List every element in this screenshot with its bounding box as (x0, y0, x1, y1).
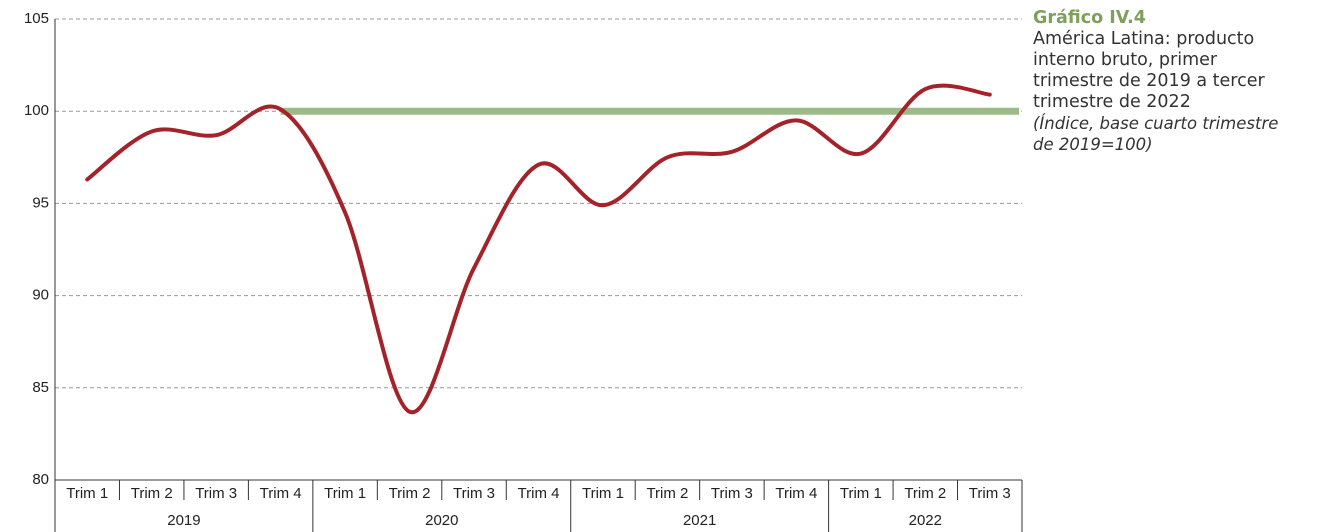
y-tick-label: 100 (24, 102, 49, 119)
y-tick-label: 80 (32, 471, 49, 488)
x-tick-label: Trim 2 (904, 485, 946, 502)
x-tick-label: Trim 4 (518, 485, 560, 502)
data-line (85, 83, 992, 414)
x-group-label: 2019 (167, 512, 200, 529)
y-tick-label: 85 (32, 379, 49, 396)
x-tick-label: Trim 3 (453, 485, 495, 502)
x-group-label: 2021 (683, 512, 716, 529)
x-tick-label: Trim 2 (646, 485, 688, 502)
side-text: Gráfico IV.4 América Latina: producto in… (1033, 8, 1295, 155)
x-tick-label: Trim 4 (775, 485, 817, 502)
chart-title: Gráfico IV.4 (1033, 8, 1146, 28)
chart-note: (Índice, base cuarto trimestre de 2019=1… (1033, 114, 1279, 154)
x-tick-label: Trim 4 (260, 485, 302, 502)
x-group-label: 2022 (909, 512, 942, 529)
x-tick-label: Trim 1 (324, 485, 366, 502)
x-tick-label: Trim 3 (711, 485, 753, 502)
chart-subtitle: América Latina: producto interno bruto, … (1033, 29, 1265, 112)
x-tick-label: Trim 3 (969, 485, 1011, 502)
x-tick-label: Trim 2 (131, 485, 173, 502)
x-tick-label: Trim 3 (195, 485, 237, 502)
x-tick-label: Trim 2 (389, 485, 431, 502)
x-tick-label: Trim 1 (582, 485, 624, 502)
x-group-label: 2020 (425, 512, 458, 529)
y-tick-label: 105 (24, 10, 49, 27)
x-tick-label: Trim 1 (840, 485, 882, 502)
y-tick-label: 95 (32, 194, 49, 211)
y-tick-label: 90 (32, 287, 49, 304)
x-tick-label: Trim 1 (66, 485, 108, 502)
